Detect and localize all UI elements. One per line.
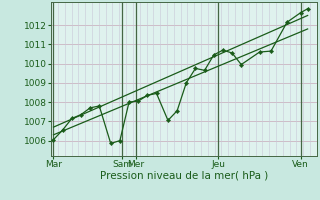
X-axis label: Pression niveau de la mer( hPa ): Pression niveau de la mer( hPa ): [100, 171, 268, 181]
